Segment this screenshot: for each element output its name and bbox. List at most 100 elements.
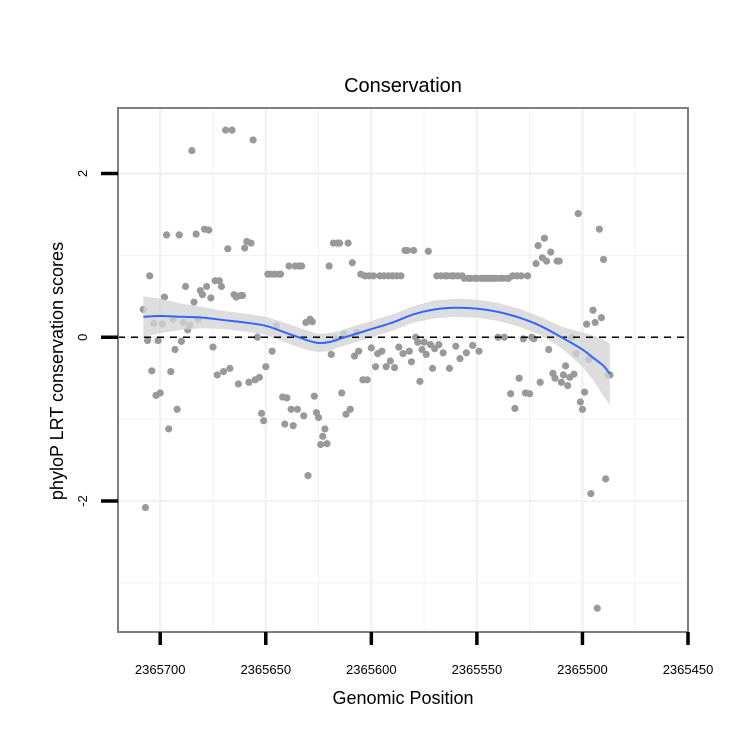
data-point [576, 398, 584, 406]
data-point [327, 350, 335, 359]
data-point [317, 440, 325, 449]
data-point [511, 404, 519, 413]
data-point [346, 405, 354, 413]
data-point [325, 262, 333, 270]
data-point [403, 246, 411, 255]
y-tick-label: -2 [75, 495, 90, 507]
data-point [350, 352, 359, 360]
data-point [397, 272, 405, 280]
data-point [276, 270, 285, 278]
data-point [283, 394, 291, 402]
data-point [599, 255, 608, 264]
data-point [203, 282, 211, 291]
data-point [424, 247, 432, 255]
data-point [405, 347, 413, 355]
data-point [593, 604, 601, 612]
data-point [207, 294, 215, 302]
data-point [475, 347, 483, 355]
data-point [253, 333, 261, 341]
data-point [570, 370, 578, 378]
data-point [234, 380, 242, 388]
data-points [139, 126, 614, 612]
data-point [390, 363, 399, 372]
data-point [249, 136, 257, 144]
data-point [338, 389, 346, 397]
data-point [422, 350, 430, 359]
data-point [462, 349, 470, 357]
data-point [587, 490, 595, 498]
y-tick-label: 2 [75, 170, 90, 177]
data-point [344, 239, 352, 247]
data-point [245, 378, 253, 386]
data-point [181, 282, 190, 291]
data-point [542, 257, 551, 265]
data-point [414, 338, 422, 346]
data-point [287, 405, 295, 413]
data-point [285, 262, 293, 270]
y-tick-label: 0 [75, 334, 90, 341]
data-point [167, 368, 175, 376]
data-point [257, 409, 266, 417]
data-point [523, 272, 532, 280]
data-point [536, 378, 544, 386]
data-point [192, 230, 200, 238]
data-point [238, 291, 247, 300]
data-point [188, 146, 196, 155]
data-point [226, 364, 234, 372]
data-point [597, 314, 606, 322]
data-point [551, 374, 559, 382]
x-axis-title: Genomic Position [332, 688, 473, 708]
data-point [526, 390, 534, 398]
data-point [445, 364, 454, 372]
data-point [386, 357, 394, 365]
data-point [530, 335, 538, 343]
data-point [409, 246, 418, 255]
data-point [314, 413, 323, 422]
data-point [156, 389, 164, 397]
data-point [321, 425, 329, 433]
data-point [241, 244, 249, 252]
data-point [255, 373, 264, 381]
data-point [336, 239, 344, 247]
data-point [564, 381, 572, 390]
data-point [300, 412, 308, 420]
data-point [589, 306, 597, 314]
x-tick-label: 2365550 [452, 662, 503, 677]
data-point [154, 336, 162, 345]
data-point [298, 262, 306, 270]
data-point [262, 363, 270, 371]
loess-smooth-line [143, 306, 611, 375]
data-point [222, 126, 230, 134]
data-point [323, 440, 331, 448]
x-tick-label: 2365500 [557, 662, 608, 677]
data-point [369, 272, 378, 280]
data-point [399, 350, 407, 358]
data-point [146, 272, 154, 280]
data-point [559, 371, 568, 379]
data-point [534, 241, 542, 250]
data-point [268, 347, 276, 355]
data-point [580, 388, 589, 396]
plot-area: 2365700 2365650 2365600 2365550 2365500 23654… [75, 107, 713, 677]
data-point [583, 320, 591, 328]
data-point [247, 239, 255, 247]
x-tick-label: 2365700 [135, 662, 186, 677]
data-point [219, 368, 228, 376]
data-point [557, 378, 565, 386]
x-tick-label: 2365600 [346, 662, 397, 677]
data-point [452, 342, 460, 350]
data-point [141, 503, 150, 512]
data-point [289, 422, 297, 430]
data-point [591, 318, 599, 327]
data-point [319, 432, 327, 440]
data-point [407, 358, 416, 366]
data-point [500, 333, 508, 341]
data-point [545, 345, 553, 354]
data-point [416, 377, 424, 386]
data-point [198, 291, 207, 299]
data-point [469, 341, 477, 350]
x-tick-label: 2365650 [240, 662, 291, 677]
data-point [540, 234, 549, 242]
data-point [162, 231, 171, 239]
